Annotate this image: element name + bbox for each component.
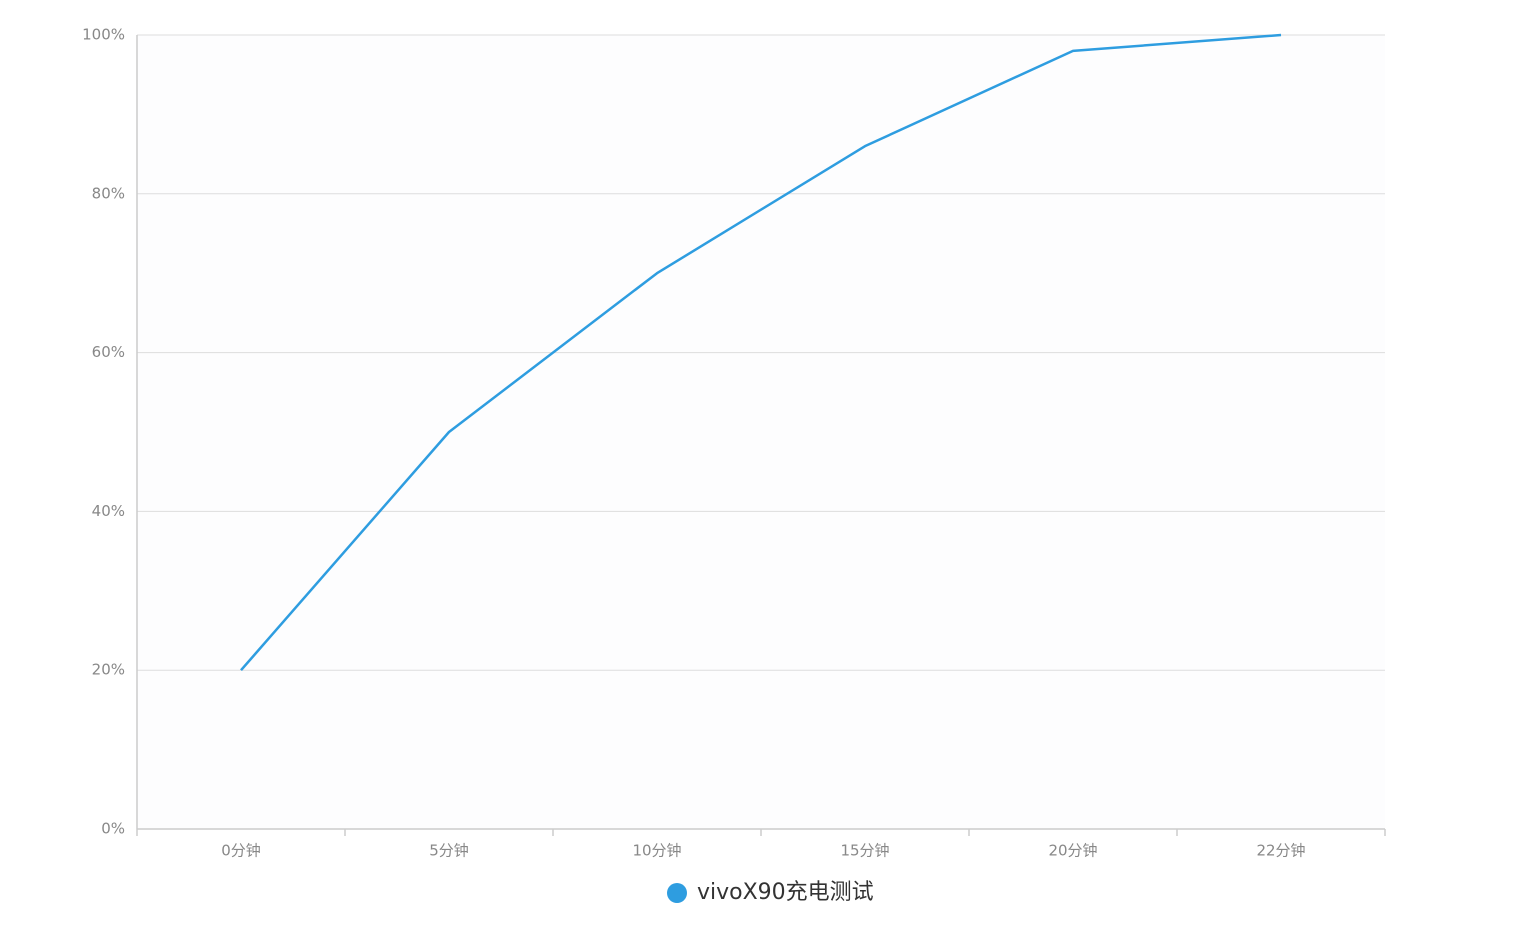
x-tick-label: 20分钟 <box>1048 842 1097 860</box>
y-tick-label: 40% <box>92 502 125 520</box>
x-tick-label: 0分钟 <box>221 842 261 860</box>
x-tick-label: 10分钟 <box>632 842 681 860</box>
x-tick-label: 15分钟 <box>840 842 889 860</box>
y-tick-label: 0% <box>101 820 125 838</box>
line-series <box>240 33 1282 672</box>
y-tick-label: 60% <box>92 343 125 361</box>
y-tick-label: 20% <box>92 661 125 679</box>
x-tick-label: 5分钟 <box>429 842 469 860</box>
legend-label: vivoX90充电测试 <box>697 880 874 905</box>
plot-area <box>137 35 1385 829</box>
x-tick-label: 22分钟 <box>1256 842 1305 860</box>
y-tick-label: 80% <box>92 184 125 202</box>
legend-marker <box>667 883 687 903</box>
y-tick-label: 100% <box>82 26 125 44</box>
